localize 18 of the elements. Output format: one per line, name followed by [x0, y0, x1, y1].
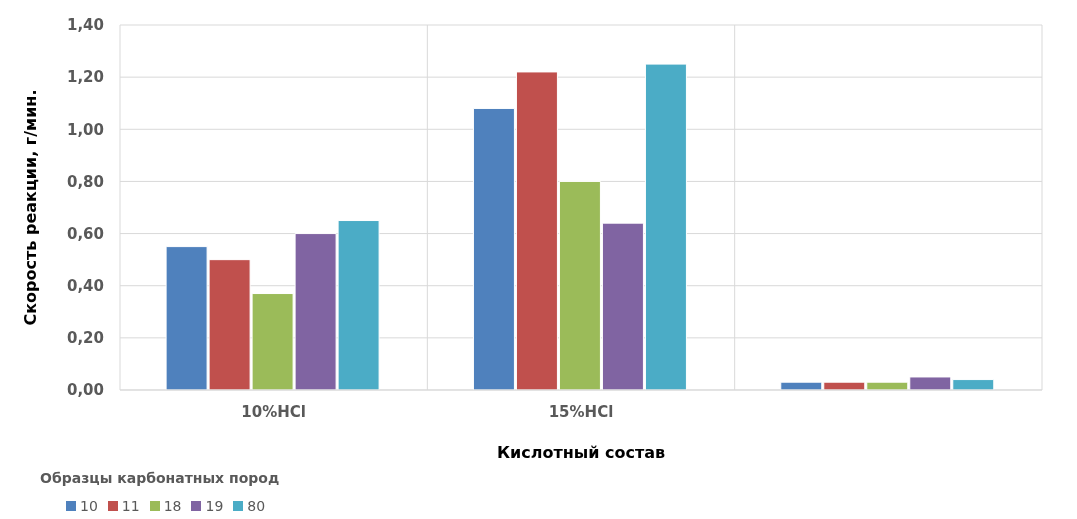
legend-label: 18 — [163, 498, 182, 514]
y-tick-label: 1,40 — [66, 16, 104, 35]
y-tick-label: 1,20 — [66, 68, 104, 87]
y-tick-label: 0,40 — [66, 277, 104, 296]
legend-title: Образцы карбонатных пород — [40, 470, 280, 486]
legend-label: 19 — [205, 498, 224, 514]
y-axis-title: Скорость реакции, г/мин. — [20, 89, 40, 326]
legend-label: 11 — [121, 498, 140, 514]
y-tick-label: 0,60 — [66, 224, 104, 243]
legend-label: 10 — [80, 498, 98, 514]
y-tick-label: 0,20 — [66, 329, 104, 348]
legend-label: 80 — [247, 498, 266, 514]
x-tick-label: 10%HCl — [241, 402, 306, 421]
y-tick-label: 1,00 — [66, 120, 104, 139]
y-tick-label: 0,00 — [66, 381, 104, 400]
x-axis-title: Кислотный состав — [496, 443, 666, 462]
y-tick-label: 0,80 — [66, 172, 104, 191]
x-tick-label: 15%HCl — [548, 402, 614, 421]
